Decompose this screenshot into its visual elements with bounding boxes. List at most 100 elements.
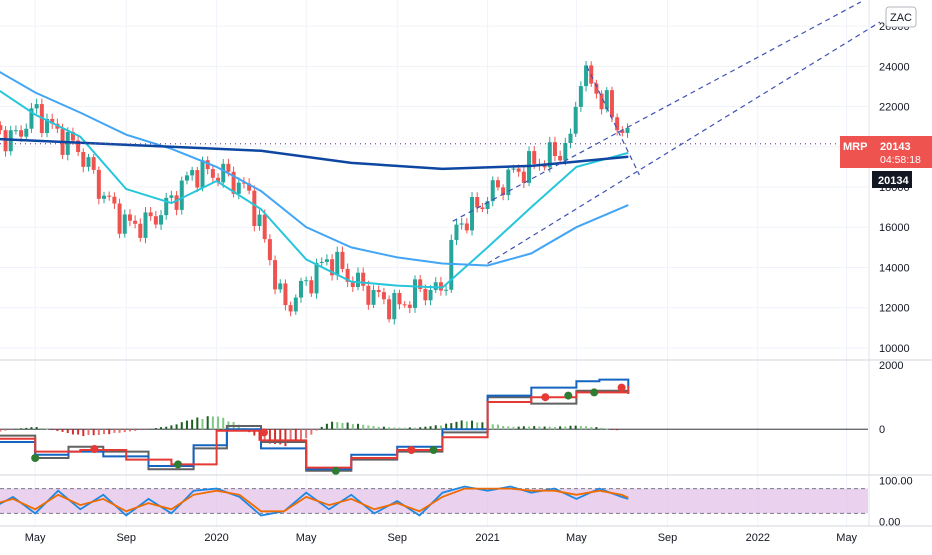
candle-body[interactable]: [50, 118, 55, 124]
candle-body[interactable]: [480, 207, 485, 210]
candle-body[interactable]: [0, 125, 3, 131]
candle-body[interactable]: [547, 142, 552, 168]
candle-body[interactable]: [29, 108, 34, 129]
stochastic-panel[interactable]: [0, 485, 868, 517]
candle-body[interactable]: [340, 251, 345, 269]
candle-body[interactable]: [210, 169, 215, 178]
candle-body[interactable]: [81, 152, 86, 167]
candle-body[interactable]: [247, 183, 252, 191]
candle-body[interactable]: [511, 168, 516, 170]
candle-body[interactable]: [454, 224, 459, 240]
signal-marker[interactable]: [31, 454, 40, 462]
signal-marker[interactable]: [90, 445, 99, 454]
candle-body[interactable]: [433, 282, 438, 290]
candle-body[interactable]: [563, 143, 568, 161]
candle-body[interactable]: [91, 157, 96, 170]
candle-body[interactable]: [231, 171, 236, 194]
candle-body[interactable]: [392, 292, 397, 320]
candle-body[interactable]: [267, 239, 272, 261]
candle-body[interactable]: [293, 297, 298, 312]
candle-body[interactable]: [609, 90, 614, 118]
candle-body[interactable]: [402, 304, 407, 306]
stochastic-line-stoch_d[interactable]: [0, 487, 629, 513]
trend-line[interactable]: [487, 21, 881, 264]
candle-body[interactable]: [241, 182, 246, 184]
candle-body[interactable]: [501, 187, 506, 196]
candle-body[interactable]: [143, 212, 148, 238]
candle-body[interactable]: [594, 83, 599, 94]
candle-body[interactable]: [428, 289, 433, 301]
candle-body[interactable]: [335, 251, 340, 276]
candle-body[interactable]: [283, 283, 288, 306]
candle-body[interactable]: [459, 223, 464, 225]
oscillator-panel[interactable]: [0, 378, 868, 475]
candle-body[interactable]: [195, 170, 200, 188]
candle-body[interactable]: [133, 220, 138, 224]
candle-body[interactable]: [345, 268, 350, 282]
candle-body[interactable]: [568, 133, 573, 144]
signal-marker[interactable]: [564, 391, 573, 400]
candle-body[interactable]: [573, 106, 578, 134]
oscillator-line-ind_red[interactable]: [0, 386, 630, 469]
candle-body[interactable]: [148, 212, 153, 217]
candle-body[interactable]: [620, 130, 625, 133]
candle-body[interactable]: [278, 283, 283, 290]
candle-body[interactable]: [169, 195, 174, 198]
candle-body[interactable]: [216, 177, 221, 183]
candle-body[interactable]: [490, 180, 495, 202]
candle-body[interactable]: [552, 142, 557, 156]
candle-body[interactable]: [179, 180, 184, 210]
signal-marker[interactable]: [174, 460, 183, 469]
candle-body[interactable]: [200, 160, 205, 188]
candle-body[interactable]: [138, 223, 143, 238]
candle-body[interactable]: [252, 190, 257, 227]
candle-body[interactable]: [298, 280, 303, 298]
candle-body[interactable]: [506, 169, 511, 196]
signal-marker[interactable]: [590, 388, 599, 397]
candle-body[interactable]: [542, 165, 547, 168]
candle-body[interactable]: [397, 292, 402, 305]
candle-body[interactable]: [413, 279, 418, 308]
signal-marker[interactable]: [541, 393, 550, 402]
candle-body[interactable]: [438, 282, 443, 291]
oscillator-line-ind_blue[interactable]: [0, 378, 630, 471]
candle-body[interactable]: [153, 216, 158, 225]
candle-body[interactable]: [127, 214, 132, 221]
candle-body[interactable]: [13, 130, 18, 132]
candle-body[interactable]: [45, 118, 50, 134]
candle-body[interactable]: [532, 151, 537, 164]
candle-body[interactable]: [371, 289, 376, 305]
candle-body[interactable]: [34, 104, 39, 109]
candle-body[interactable]: [122, 214, 127, 234]
candle-body[interactable]: [381, 292, 386, 300]
candle-body[interactable]: [516, 168, 521, 172]
candle-body[interactable]: [464, 223, 469, 231]
candle-body[interactable]: [584, 65, 589, 87]
signal-marker[interactable]: [407, 446, 416, 454]
candle-body[interactable]: [304, 280, 309, 282]
candle-body[interactable]: [355, 272, 360, 288]
candle-body[interactable]: [599, 93, 604, 110]
candle-body[interactable]: [184, 175, 189, 181]
candle-body[interactable]: [558, 155, 563, 161]
signal-marker[interactable]: [331, 466, 340, 475]
candle-body[interactable]: [117, 203, 122, 234]
candle-body[interactable]: [159, 215, 164, 225]
symbol-badge[interactable]: ZAC: [885, 6, 917, 28]
candle-body[interactable]: [236, 182, 241, 194]
candle-body[interactable]: [319, 261, 324, 263]
moving-average-ma_mid[interactable]: [0, 66, 629, 267]
candle-body[interactable]: [495, 180, 500, 188]
candle-body[interactable]: [604, 90, 609, 110]
candle-body[interactable]: [470, 197, 475, 231]
candle-body[interactable]: [164, 197, 169, 216]
candle-body[interactable]: [485, 201, 490, 210]
candle-body[interactable]: [314, 262, 319, 294]
candle-body[interactable]: [70, 132, 75, 141]
candle-body[interactable]: [76, 140, 81, 153]
candle-body[interactable]: [86, 157, 91, 167]
candle-body[interactable]: [330, 259, 335, 276]
candle-body[interactable]: [615, 117, 620, 131]
